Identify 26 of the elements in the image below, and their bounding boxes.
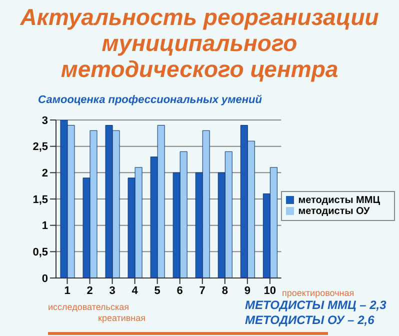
y-tick-label: 0,5 <box>32 246 48 259</box>
y-tick-label: 0 <box>42 272 48 285</box>
chart-subtitle: Самооценка профессиональных умений <box>37 94 263 106</box>
x-tick-label: 10 <box>264 284 276 297</box>
x-tick-label: 1 <box>64 284 70 297</box>
x-tick-label: 8 <box>222 284 228 297</box>
text: МЕТОДИСТЫ ОУ – 2,6 <box>245 313 374 327</box>
legend-label: методисты ОУ <box>298 206 370 217</box>
chart-title: Актуальность реорганизации муниципального методического центра <box>19 4 380 82</box>
x-tick-label: 2 <box>86 284 93 297</box>
y-tick-label: 1,5 <box>32 194 48 206</box>
y-tick-label: 1 <box>42 220 48 232</box>
y-tick-label: 2,5 <box>32 141 48 154</box>
text: исследовательская <box>48 302 130 312</box>
text: проектировочная <box>282 288 354 298</box>
text: креативная <box>98 313 146 323</box>
x-tick-label: 5 <box>154 284 160 297</box>
y-tick-label: 2 <box>42 168 48 180</box>
legend-label: методисты ММЦ <box>298 195 380 206</box>
y-tick-label: 3 <box>42 114 48 127</box>
x-tick-label: 9 <box>244 284 250 297</box>
text: МЕТОДИСТЫ ММЦ – 2,3 <box>245 298 386 312</box>
x-tick-label: 4 <box>132 284 139 297</box>
x-tick-label: 7 <box>199 284 206 297</box>
x-tick-label: 6 <box>176 284 183 297</box>
x-tick-label: 3 <box>109 284 116 297</box>
